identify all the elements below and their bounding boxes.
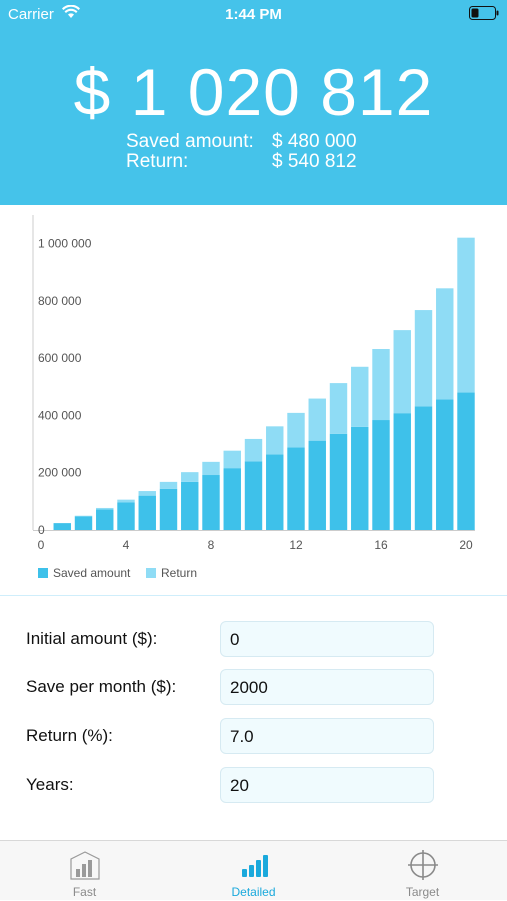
wifi-icon xyxy=(62,5,80,18)
rising-bars-icon xyxy=(242,855,268,877)
carrier-label: Carrier xyxy=(8,6,54,23)
y-tick-label: 400 000 xyxy=(38,408,82,422)
y-tick-label: 600 000 xyxy=(38,351,82,365)
saved-amount-bar xyxy=(329,433,348,530)
save-per-month-label: Save per month ($): xyxy=(26,677,177,696)
return-label: Return: xyxy=(126,151,189,172)
legend-swatch xyxy=(146,568,156,578)
return-percent-label: Return (%): xyxy=(26,726,113,745)
return-bar xyxy=(96,507,114,510)
saved-amount-bar xyxy=(159,488,178,530)
saved-amount-label: Saved amount: xyxy=(126,131,254,152)
x-tick-label: 20 xyxy=(459,538,473,552)
saved-amount-bar xyxy=(202,475,220,530)
x-tick-label: 4 xyxy=(123,538,130,552)
status-bar: Carrier 1:44 PM xyxy=(0,0,507,28)
return-bar xyxy=(266,426,284,455)
saved-amount-bar xyxy=(138,495,156,530)
return-bar xyxy=(436,288,454,400)
return-percent-row: Return (%): 7.0 xyxy=(0,718,507,756)
initial-amount-label: Initial amount ($): xyxy=(26,629,158,648)
save-per-month-input[interactable]: 2000 xyxy=(220,669,434,705)
saved-amount-row: Saved amount: $ 480 000 xyxy=(126,131,357,153)
tab-bar: Fast Detailed Target xyxy=(0,840,507,900)
return-bar xyxy=(223,450,241,469)
tab-target-label: Target xyxy=(405,885,440,899)
y-tick-label: 800 000 xyxy=(38,294,82,308)
bar-chart-icon xyxy=(70,851,100,880)
return-bar xyxy=(329,383,348,434)
legend-swatch xyxy=(38,568,48,578)
saved-amount-bar xyxy=(96,509,114,530)
y-tick-label: 200 000 xyxy=(38,466,82,480)
saved-amount-bar xyxy=(393,413,411,530)
years-row: Years: 20 xyxy=(0,767,507,805)
clock: 1:44 PM xyxy=(225,6,282,23)
total-amount: $ 1 020 812 xyxy=(73,55,434,129)
x-tick-label: 0 xyxy=(38,538,45,552)
tab-fast[interactable]: Fast xyxy=(0,841,169,901)
crosshair-icon xyxy=(408,850,438,880)
return-bar xyxy=(414,310,433,407)
saved-amount-value: $ 480 000 xyxy=(272,131,357,152)
return-percent-input[interactable]: 7.0 xyxy=(220,718,434,754)
return-bar xyxy=(372,349,390,421)
return-bar xyxy=(287,412,305,448)
initial-amount-input[interactable]: 0 xyxy=(220,621,434,657)
saved-amount-bar xyxy=(372,420,390,530)
return-bar xyxy=(202,461,220,476)
return-bar xyxy=(244,438,263,462)
saved-amount-bar xyxy=(74,516,93,530)
saved-amount-bar xyxy=(436,399,454,530)
return-bar xyxy=(308,398,326,441)
battery-icon xyxy=(469,6,499,20)
saved-amount-bar xyxy=(308,440,326,530)
saved-amount-bar xyxy=(53,523,71,530)
save-per-month-row: Save per month ($): 2000 xyxy=(0,669,507,707)
input-form: Initial amount ($): 0 Save per month ($)… xyxy=(0,596,507,840)
saved-amount-bar xyxy=(117,502,135,530)
tab-detailed-label: Detailed xyxy=(231,885,276,899)
years-label: Years: xyxy=(26,775,74,794)
saved-amount-bar xyxy=(223,468,241,530)
stacked-bar-chart: 0 200 000 400 000 600 000 800 000 1 000 000 0 4… xyxy=(32,215,475,580)
return-bar xyxy=(351,366,369,427)
saved-amount-bar xyxy=(244,461,263,530)
legend-label: Return xyxy=(161,566,197,580)
saved-amount-bar xyxy=(457,392,475,530)
years-input[interactable]: 20 xyxy=(220,767,434,803)
return-bar xyxy=(74,515,93,517)
y-tick-label: 0 xyxy=(38,523,45,537)
return-bar xyxy=(138,491,156,496)
return-bar xyxy=(159,481,178,489)
tab-target[interactable]: Target xyxy=(338,841,507,901)
saved-amount-bar xyxy=(351,426,369,530)
return-bar xyxy=(457,237,475,393)
saved-amount-bar xyxy=(414,406,433,530)
tab-fast-label: Fast xyxy=(72,885,97,899)
tab-detailed[interactable]: Detailed xyxy=(169,841,338,901)
return-bar xyxy=(117,499,135,503)
x-tick-label: 8 xyxy=(208,538,215,552)
return-value: $ 540 812 xyxy=(272,151,357,172)
legend-label: Saved amount xyxy=(53,566,131,580)
summary-header: $ 1 020 812 Saved amount: $ 480 000 Retu… xyxy=(0,28,507,205)
x-tick-label: 16 xyxy=(374,538,388,552)
initial-amount-row: Initial amount ($): 0 xyxy=(0,621,507,659)
x-tick-label: 12 xyxy=(289,538,303,552)
saved-amount-bar xyxy=(266,454,284,530)
saved-amount-bar xyxy=(287,447,305,530)
return-bar xyxy=(181,472,199,482)
saved-amount-bar xyxy=(181,481,199,530)
y-tick-label: 1 000 000 xyxy=(38,237,92,251)
return-bar xyxy=(393,330,411,414)
chart-area: 0 200 000 400 000 600 000 800 000 1 000 000 0 4… xyxy=(0,205,507,596)
return-row: Return: $ 540 812 xyxy=(126,151,357,173)
